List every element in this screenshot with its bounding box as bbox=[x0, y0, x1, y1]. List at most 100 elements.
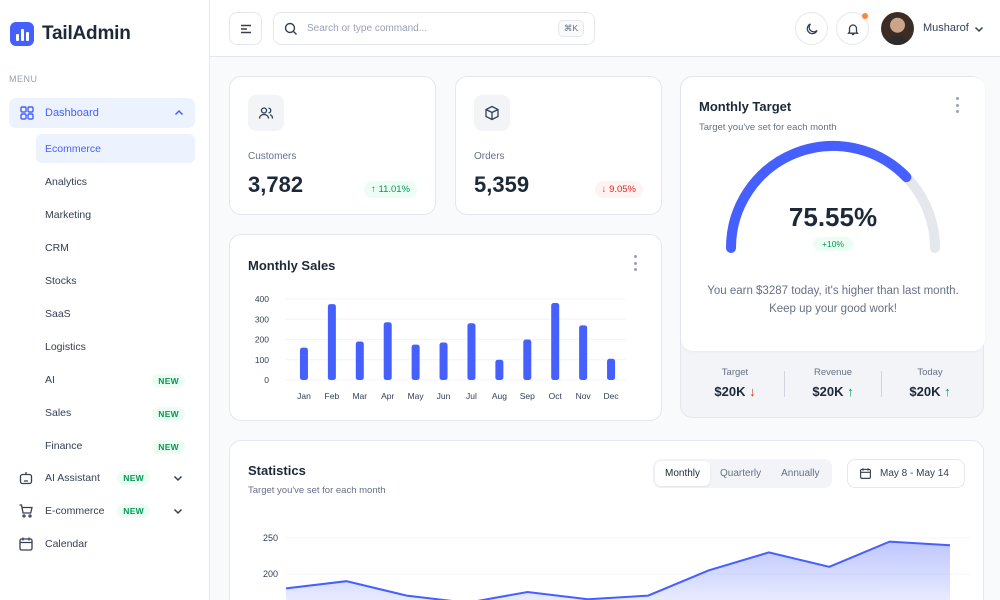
sales-bar bbox=[299, 347, 308, 380]
gauge-fill bbox=[726, 140, 912, 253]
revenue-stat: Revenue $20K ↑ bbox=[785, 367, 881, 399]
chevron-up-icon bbox=[174, 109, 184, 116]
sales-bar bbox=[523, 339, 532, 380]
new-badge: NEW bbox=[152, 374, 185, 388]
y-tick-label: 300 bbox=[255, 314, 269, 324]
sidebar-item-dashboard[interactable]: Dashboard bbox=[9, 98, 195, 128]
metric-value: 5,359 bbox=[474, 172, 530, 197]
arrow-down-icon: ↓ bbox=[749, 384, 756, 399]
theme-toggle-button[interactable] bbox=[795, 12, 828, 45]
more-options-icon[interactable] bbox=[633, 255, 637, 271]
sidebar-subitem-stocks[interactable]: Stocks bbox=[45, 275, 77, 287]
target-stat-value: $20K bbox=[909, 384, 941, 399]
tab-quarterly[interactable]: Quarterly bbox=[720, 468, 762, 479]
target-stat-value: $20K bbox=[812, 384, 844, 399]
bell-icon bbox=[846, 23, 859, 35]
menu-section-label: MENU bbox=[9, 74, 38, 84]
sidebar-subitem-crm[interactable]: CRM bbox=[45, 242, 69, 254]
sidebar-subitem-marketing[interactable]: Marketing bbox=[45, 209, 92, 221]
x-tick-label: Sep bbox=[520, 391, 535, 401]
card-title: Monthly Sales bbox=[248, 258, 336, 273]
trend-badge: ↓ 9.05% bbox=[594, 181, 643, 198]
notifications-button[interactable] bbox=[836, 12, 869, 45]
sidebar-subitem-finance[interactable]: Finance bbox=[45, 440, 83, 452]
target-stat-label: Revenue bbox=[813, 367, 853, 378]
y-tick-label: 400 bbox=[255, 294, 269, 304]
metric-label: Customers bbox=[248, 151, 297, 162]
target-stat-label: Target bbox=[721, 367, 749, 378]
brand-name: TailAdmin bbox=[42, 23, 131, 44]
y-tick-label: 200 bbox=[263, 569, 278, 579]
chevron-down-icon[interactable] bbox=[973, 23, 985, 35]
card-subtitle: Target you've set for each month bbox=[699, 122, 837, 133]
tab-annually[interactable]: Annually bbox=[781, 468, 820, 479]
chevron-down-icon bbox=[173, 508, 183, 515]
period-tabs: Monthly Quarterly Annually bbox=[653, 459, 832, 488]
notification-dot bbox=[862, 13, 868, 19]
search-input[interactable]: Search or type command... ⌘K bbox=[273, 12, 595, 45]
metric-label: Orders bbox=[474, 151, 505, 162]
sales-bar bbox=[327, 304, 336, 380]
target-stat-label: Today bbox=[917, 367, 943, 378]
orders-card: Orders 5,359 ↓ 9.05% bbox=[455, 76, 662, 215]
today-stat: Today $20K ↑ bbox=[882, 367, 978, 399]
sidebar-item-label: E-commerce bbox=[45, 505, 105, 517]
sales-bar bbox=[355, 341, 364, 380]
new-badge: NEW bbox=[152, 407, 185, 421]
y-tick-label: 100 bbox=[255, 355, 269, 365]
trend-badge: ↑ 11.01% bbox=[364, 181, 417, 198]
box-icon bbox=[474, 95, 510, 131]
monthly-sales-card: Monthly Sales 400 300 200 100 0 Jan Feb Mar Apr M… bbox=[229, 234, 662, 421]
x-tick-label: Jun bbox=[437, 391, 451, 401]
arrow-up-icon: ↑ bbox=[847, 384, 854, 399]
x-tick-label: Oct bbox=[549, 391, 563, 401]
sidebar-subitem-logistics[interactable]: Logistics bbox=[45, 341, 86, 353]
x-tick-label: Nov bbox=[576, 391, 592, 401]
sales-bar bbox=[467, 323, 476, 380]
sidebar-item-label: AI Assistant bbox=[45, 472, 100, 484]
target-stat: Target $20K ↓ bbox=[687, 367, 783, 399]
avatar[interactable] bbox=[881, 12, 914, 45]
more-options-icon[interactable] bbox=[955, 97, 959, 113]
logo-icon bbox=[10, 22, 34, 46]
sidebar-item-label: Dashboard bbox=[45, 107, 99, 119]
trend-badge-value: 11.01% bbox=[378, 184, 410, 195]
sidebar-subitem-saas[interactable]: SaaS bbox=[45, 308, 71, 320]
user-name[interactable]: Musharof bbox=[923, 22, 969, 34]
divider bbox=[784, 371, 785, 397]
new-badge: NEW bbox=[117, 471, 150, 485]
card-title: Statistics bbox=[248, 463, 306, 478]
divider bbox=[881, 371, 882, 397]
card-title: Monthly Target bbox=[699, 99, 792, 114]
monthly-sales-chart: 400 300 200 100 0 Jan Feb Mar Apr May Jun Jul Aug Sep… bbox=[255, 294, 626, 401]
sidebar-item-ai-assistant[interactable]: AI Assistant NEW bbox=[18, 468, 194, 488]
sidebar-toggle-button[interactable] bbox=[229, 12, 262, 45]
x-tick-label: Dec bbox=[603, 391, 619, 401]
x-tick-label: Apr bbox=[381, 391, 394, 401]
arrow-down-icon: ↓ bbox=[601, 184, 610, 195]
arrow-up-icon: ↑ bbox=[944, 384, 951, 399]
tab-monthly[interactable]: Monthly bbox=[655, 461, 711, 486]
sidebar-item-e-commerce[interactable]: E-commerce NEW bbox=[18, 501, 194, 521]
grid-icon bbox=[20, 106, 34, 120]
sidebar-subitem-ecommerce[interactable]: Ecommerce bbox=[45, 143, 102, 155]
sidebar-subitem-sales[interactable]: Sales bbox=[45, 407, 72, 419]
sales-bar bbox=[411, 344, 420, 380]
x-tick-label: Jul bbox=[466, 391, 477, 401]
y-tick-label: 0 bbox=[264, 375, 269, 385]
sidebar-subitem-analytics[interactable]: Analytics bbox=[45, 176, 88, 188]
date-range-picker[interactable]: May 8 - May 14 bbox=[847, 459, 965, 488]
target-stat-value: $20K bbox=[714, 384, 746, 399]
users-icon bbox=[248, 95, 284, 131]
x-tick-label: Jan bbox=[297, 391, 311, 401]
gauge-percent: 75.55% bbox=[788, 202, 878, 232]
logo[interactable]: TailAdmin bbox=[10, 22, 131, 46]
sidebar-subitem-ai[interactable]: AI bbox=[45, 374, 55, 386]
sales-bar bbox=[607, 358, 616, 380]
x-tick-label: May bbox=[408, 391, 425, 401]
sales-bar bbox=[383, 322, 392, 380]
sales-bar bbox=[495, 359, 504, 380]
date-range-label: May 8 - May 14 bbox=[880, 468, 949, 479]
sidebar-item-calendar[interactable]: Calendar bbox=[18, 534, 194, 554]
sales-bar bbox=[551, 303, 560, 380]
